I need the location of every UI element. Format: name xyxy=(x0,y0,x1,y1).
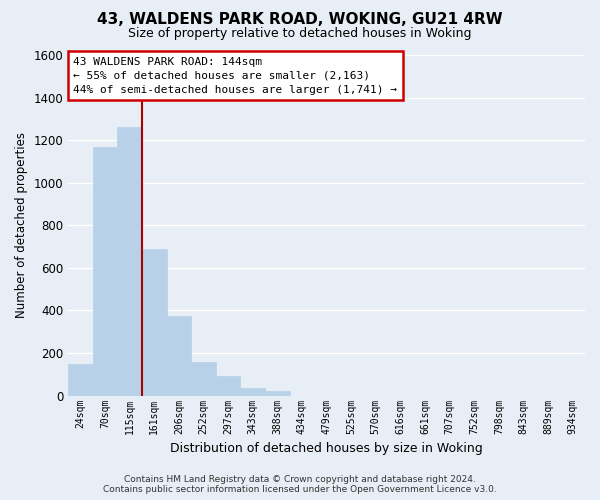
Bar xyxy=(167,316,191,396)
Bar xyxy=(118,128,142,396)
Text: 43 WALDENS PARK ROAD: 144sqm
← 55% of detached houses are smaller (2,163)
44% of: 43 WALDENS PARK ROAD: 144sqm ← 55% of de… xyxy=(73,56,397,94)
Bar xyxy=(93,146,118,396)
Bar xyxy=(142,248,167,396)
Text: Size of property relative to detached houses in Woking: Size of property relative to detached ho… xyxy=(128,28,472,40)
Y-axis label: Number of detached properties: Number of detached properties xyxy=(15,132,28,318)
Bar xyxy=(265,392,290,396)
X-axis label: Distribution of detached houses by size in Woking: Distribution of detached houses by size … xyxy=(170,442,483,455)
Text: 43, WALDENS PARK ROAD, WOKING, GU21 4RW: 43, WALDENS PARK ROAD, WOKING, GU21 4RW xyxy=(97,12,503,28)
Text: Contains HM Land Registry data © Crown copyright and database right 2024.
Contai: Contains HM Land Registry data © Crown c… xyxy=(103,474,497,494)
Bar xyxy=(191,362,216,396)
Bar xyxy=(68,364,93,396)
Bar xyxy=(241,388,265,396)
Bar xyxy=(216,376,241,396)
